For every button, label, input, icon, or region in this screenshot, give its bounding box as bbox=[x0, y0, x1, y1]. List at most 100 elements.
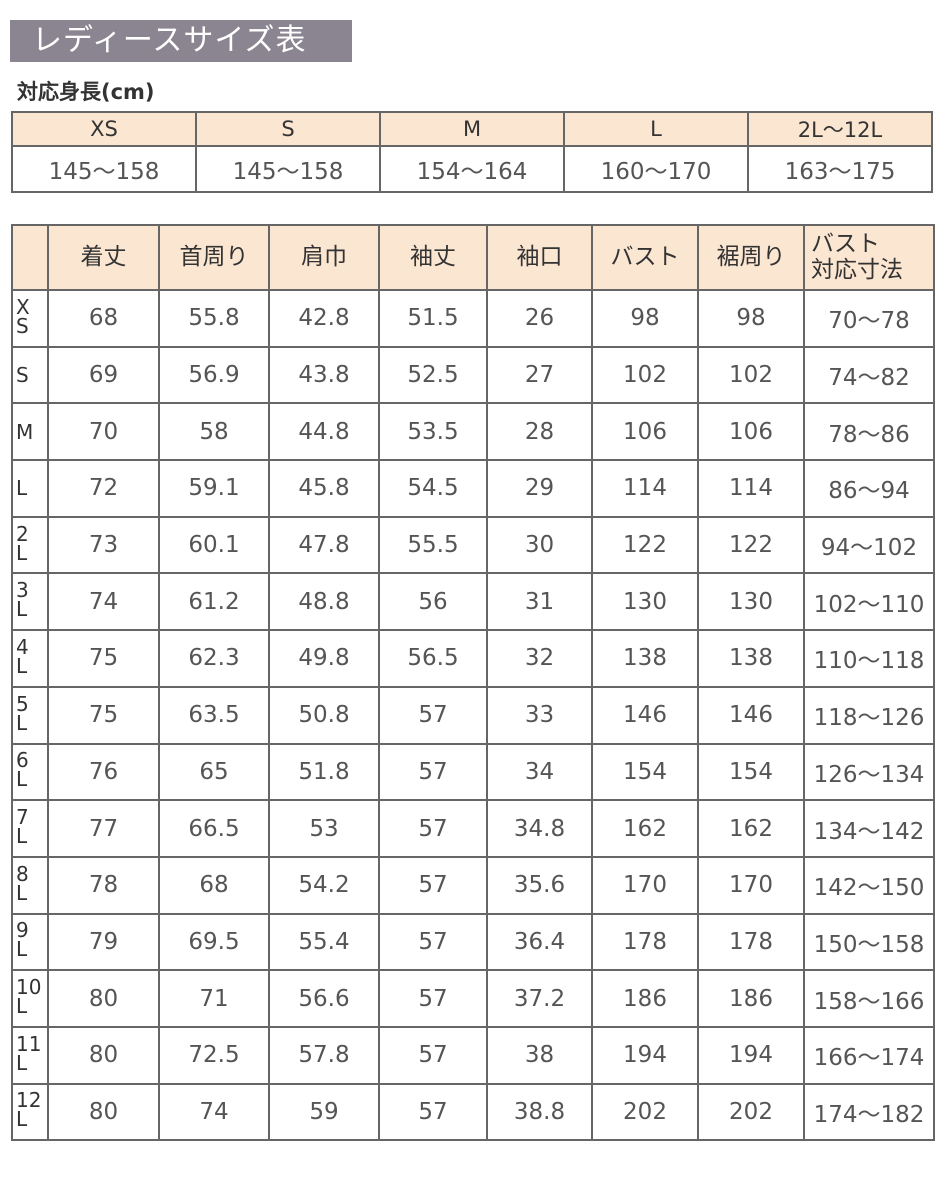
table-cell: 134〜142 bbox=[803, 799, 935, 858]
table-cell: 202 bbox=[697, 1082, 805, 1142]
table-row: 7L 77 66.5 53 57 34.8 162 162 134〜142 bbox=[11, 799, 935, 858]
row-size-cell: 10L bbox=[11, 969, 49, 1028]
row-size-label: M bbox=[16, 419, 34, 444]
table-cell: 80 bbox=[47, 1082, 160, 1142]
table-cell: 34.8 bbox=[486, 799, 593, 858]
table-cell: 86〜94 bbox=[803, 459, 935, 518]
column-header bbox=[11, 224, 49, 291]
table-cell: 68 bbox=[47, 289, 160, 348]
column-header: バスト bbox=[591, 224, 699, 291]
table-cell: 102〜110 bbox=[803, 572, 935, 632]
table-cell: 138 bbox=[591, 629, 699, 688]
row-size-cell: 11L bbox=[11, 1025, 49, 1085]
table-cell: 106 bbox=[591, 402, 699, 462]
table-cell: 102 bbox=[591, 345, 699, 405]
row-size-cell: 5L bbox=[11, 685, 49, 745]
table-cell: 54.2 bbox=[268, 855, 380, 915]
table-cell: 53.5 bbox=[378, 402, 488, 462]
table-cell: 66.5 bbox=[158, 799, 270, 858]
table-cell: 70〜78 bbox=[803, 289, 935, 348]
row-size-cell: 2L bbox=[11, 515, 49, 575]
table-cell: 130 bbox=[591, 572, 699, 632]
row-size-label: S bbox=[16, 363, 29, 388]
table-row: 3L 74 61.2 48.8 56 31 130 130 102〜110 bbox=[11, 572, 935, 632]
table-cell: 42.8 bbox=[268, 289, 380, 348]
height-cell: 154〜164 bbox=[379, 145, 565, 193]
table-cell: 28 bbox=[486, 402, 593, 462]
table-cell: 75 bbox=[47, 685, 160, 745]
table-cell: 56.6 bbox=[268, 969, 380, 1028]
table-cell: 57 bbox=[378, 855, 488, 915]
table-cell: 178 bbox=[591, 912, 699, 972]
table-cell: 138 bbox=[697, 629, 805, 688]
table-cell: 61.2 bbox=[158, 572, 270, 632]
column-header: 肩巾 bbox=[268, 224, 380, 291]
table-row: 4L 75 62.3 49.8 56.5 32 138 138 110〜118 bbox=[11, 629, 935, 688]
table-cell: 26 bbox=[486, 289, 593, 348]
table-cell: 71 bbox=[158, 969, 270, 1028]
table-cell: 56 bbox=[378, 572, 488, 632]
row-size-cell: XS bbox=[11, 289, 49, 348]
height-label: 対応身長(cm) bbox=[17, 80, 155, 104]
row-size-label: L bbox=[16, 476, 28, 501]
height-table: XS S M L 2L〜12L 145〜158 145〜158 154〜164 160〜170… bbox=[11, 111, 933, 193]
row-size-label: 10L bbox=[16, 975, 42, 1019]
row-size-cell: 7L bbox=[11, 799, 49, 858]
table-cell: 150〜158 bbox=[803, 912, 935, 972]
row-size-label: 3L bbox=[16, 578, 29, 622]
row-size-label: 4L bbox=[16, 634, 29, 678]
table-cell: 73 bbox=[47, 515, 160, 575]
table-cell: 37.2 bbox=[486, 969, 593, 1028]
table-cell: 63.5 bbox=[158, 685, 270, 745]
table-cell: 80 bbox=[47, 969, 160, 1028]
height-cell: 145〜158 bbox=[195, 145, 381, 193]
row-size-label: 7L bbox=[16, 805, 29, 849]
table-row: L 72 59.1 45.8 54.5 29 114 114 86〜94 bbox=[11, 459, 935, 518]
table-cell: 162 bbox=[591, 799, 699, 858]
table-cell: 77 bbox=[47, 799, 160, 858]
table-cell: 57 bbox=[378, 1025, 488, 1085]
table-cell: 57.8 bbox=[268, 1025, 380, 1085]
column-header: 裾周り bbox=[697, 224, 805, 291]
table-cell: 122 bbox=[697, 515, 805, 575]
table-cell: 80 bbox=[47, 1025, 160, 1085]
table-cell: 52.5 bbox=[378, 345, 488, 405]
size-header: 2L〜12L bbox=[747, 111, 933, 147]
table-cell: 186 bbox=[697, 969, 805, 1028]
table-cell: 194 bbox=[591, 1025, 699, 1085]
row-size-cell: 3L bbox=[11, 572, 49, 632]
page-title: レディースサイズ表 bbox=[10, 20, 352, 62]
row-size-label: XS bbox=[16, 294, 30, 338]
table-cell: 50.8 bbox=[268, 685, 380, 745]
column-header: 袖口 bbox=[486, 224, 593, 291]
table-cell: 55.5 bbox=[378, 515, 488, 575]
size-table-header: 着丈 首周り 肩巾 袖丈 袖口 バスト 裾周り バスト 対応寸法 bbox=[11, 224, 935, 291]
table-cell: 49.8 bbox=[268, 629, 380, 688]
table-cell: 158〜166 bbox=[803, 969, 935, 1028]
size-header: M bbox=[379, 111, 565, 147]
table-cell: 38.8 bbox=[486, 1082, 593, 1142]
table-cell: 55.8 bbox=[158, 289, 270, 348]
size-header: L bbox=[563, 111, 749, 147]
table-cell: 146 bbox=[591, 685, 699, 745]
table-cell: 79 bbox=[47, 912, 160, 972]
table-cell: 118〜126 bbox=[803, 685, 935, 745]
table-cell: 57 bbox=[378, 1082, 488, 1142]
row-size-label: 2L bbox=[16, 521, 29, 565]
table-cell: 62.3 bbox=[158, 629, 270, 688]
height-table-header: XS S M L 2L〜12L bbox=[11, 111, 933, 147]
column-header: 袖丈 bbox=[378, 224, 488, 291]
table-cell: 43.8 bbox=[268, 345, 380, 405]
size-header: XS bbox=[11, 111, 197, 147]
table-cell: 56.5 bbox=[378, 629, 488, 688]
table-cell: 53 bbox=[268, 799, 380, 858]
table-cell: 34 bbox=[486, 742, 593, 802]
column-header: バスト 対応寸法 bbox=[803, 224, 935, 291]
table-cell: 170 bbox=[697, 855, 805, 915]
table-cell: 65 bbox=[158, 742, 270, 802]
table-cell: 51.5 bbox=[378, 289, 488, 348]
table-cell: 78〜86 bbox=[803, 402, 935, 462]
table-row: 8L 78 68 54.2 57 35.6 170 170 142〜150 bbox=[11, 855, 935, 915]
table-cell: 170 bbox=[591, 855, 699, 915]
table-cell: 44.8 bbox=[268, 402, 380, 462]
